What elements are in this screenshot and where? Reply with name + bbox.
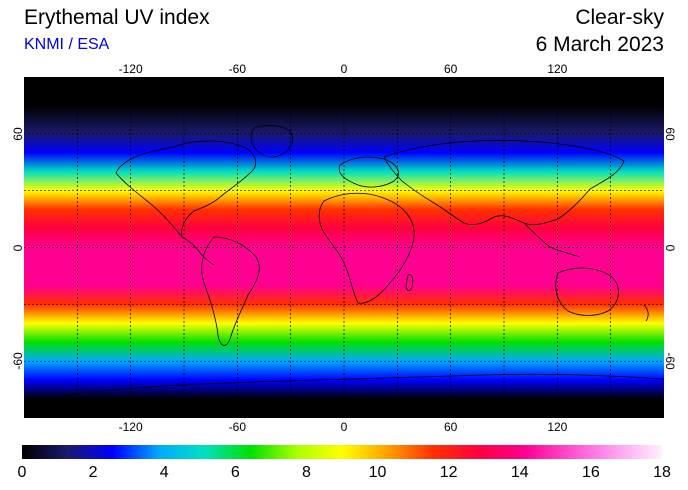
lat-tick-label: 0 <box>11 244 25 251</box>
coastline-australia <box>555 267 619 316</box>
coastline-antarctica <box>63 373 664 396</box>
colorbar-label: 18 <box>653 464 671 481</box>
colorbar-label: 12 <box>439 464 458 481</box>
lon-tick-label: 0 <box>340 420 348 434</box>
lon-tick-label: 0 <box>340 62 348 76</box>
colorbar-label: 16 <box>581 464 600 481</box>
condition-label: Clear-sky <box>575 6 664 29</box>
lon-tick-label: -120 <box>118 62 143 76</box>
coastline-new-zealand <box>643 304 649 322</box>
colorbar-label: 2 <box>88 464 98 481</box>
lon-tick-label: -60 <box>228 62 246 76</box>
coastline-africa <box>318 192 415 304</box>
title: Erythemal UV index <box>24 6 210 29</box>
colorbar-label: 10 <box>368 464 387 481</box>
coastline-madagascar <box>405 274 414 291</box>
lon-tick-label: -120 <box>118 420 143 434</box>
coastline-europe <box>338 156 399 188</box>
source-label: KNMI / ESA <box>24 36 110 53</box>
colorbar-label: 6 <box>230 464 240 481</box>
uv-map-canvas <box>24 77 664 418</box>
coastline-asia <box>383 140 625 226</box>
colorbar-label: 14 <box>510 464 529 481</box>
date-label: 6 March 2023 <box>535 33 664 56</box>
lat-tick-label: 60 <box>11 127 25 141</box>
lat-tick-label: 60 <box>663 127 677 141</box>
uv-map: -120 -120 -60 -60 0 0 60 60 120 120 60 60 0 0 -60 -60 <box>11 63 677 433</box>
lat-tick-label: -60 <box>663 352 677 370</box>
coastline-southeast-asia <box>523 222 581 258</box>
uv-colorbar <box>22 445 662 459</box>
lat-tick-label: 0 <box>663 244 677 251</box>
lon-tick-label: 120 <box>547 62 568 76</box>
lon-tick-label: 60 <box>443 62 458 76</box>
lon-tick-label: -60 <box>228 420 246 434</box>
coastline-greenland <box>250 125 293 158</box>
lat-tick-label: -60 <box>11 352 25 370</box>
lon-tick-label: 120 <box>547 420 568 434</box>
colorbar-label: 0 <box>17 464 27 481</box>
coastline-south-america <box>201 236 260 346</box>
colorbar-label: 8 <box>301 464 311 481</box>
coastlines <box>63 125 664 396</box>
graticule <box>24 77 664 418</box>
lon-tick-label: 60 <box>443 420 458 434</box>
coastline-north-america <box>115 140 257 238</box>
coastline-central-america <box>181 236 215 266</box>
colorbar-label: 4 <box>159 464 169 481</box>
